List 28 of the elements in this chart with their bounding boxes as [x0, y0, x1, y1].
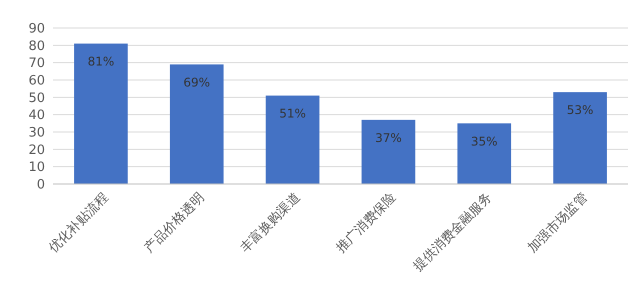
- data-label: 53%: [566, 103, 594, 118]
- x-tick-label: 提供消费金融服务: [410, 190, 496, 274]
- y-tick-label: 30: [28, 126, 45, 141]
- bar: [74, 44, 128, 184]
- bar: [362, 120, 416, 184]
- data-label: 81%: [88, 54, 114, 69]
- x-tick-label: 推广消费保险: [333, 190, 400, 256]
- y-tick-label: 10: [28, 160, 45, 176]
- data-label: 37%: [375, 130, 402, 145]
- y-tick-label: 90: [28, 22, 45, 37]
- x-tick-label: 加强市场监管: [525, 190, 591, 256]
- data-label: 69%: [183, 75, 210, 90]
- bar: [266, 96, 320, 184]
- x-tick-label: 优化补贴流程: [45, 190, 112, 256]
- y-tick-label: 40: [28, 108, 45, 124]
- y-tick-label: 50: [28, 90, 45, 106]
- y-tick-label: 80: [28, 38, 45, 54]
- y-tick-label: 20: [28, 142, 45, 158]
- bar: [457, 123, 512, 184]
- x-tick-label: 产品价格透明: [142, 190, 208, 256]
- x-tick-label: 丰富换购渠道: [236, 190, 304, 256]
- y-tick-label: 0: [36, 178, 45, 193]
- bar: [553, 92, 607, 184]
- data-label: 35%: [470, 134, 498, 148]
- y-tick-label: 70: [28, 56, 45, 72]
- y-tick-label: 60: [28, 74, 45, 89]
- data-label: 51%: [279, 106, 306, 121]
- bar: [170, 64, 224, 184]
